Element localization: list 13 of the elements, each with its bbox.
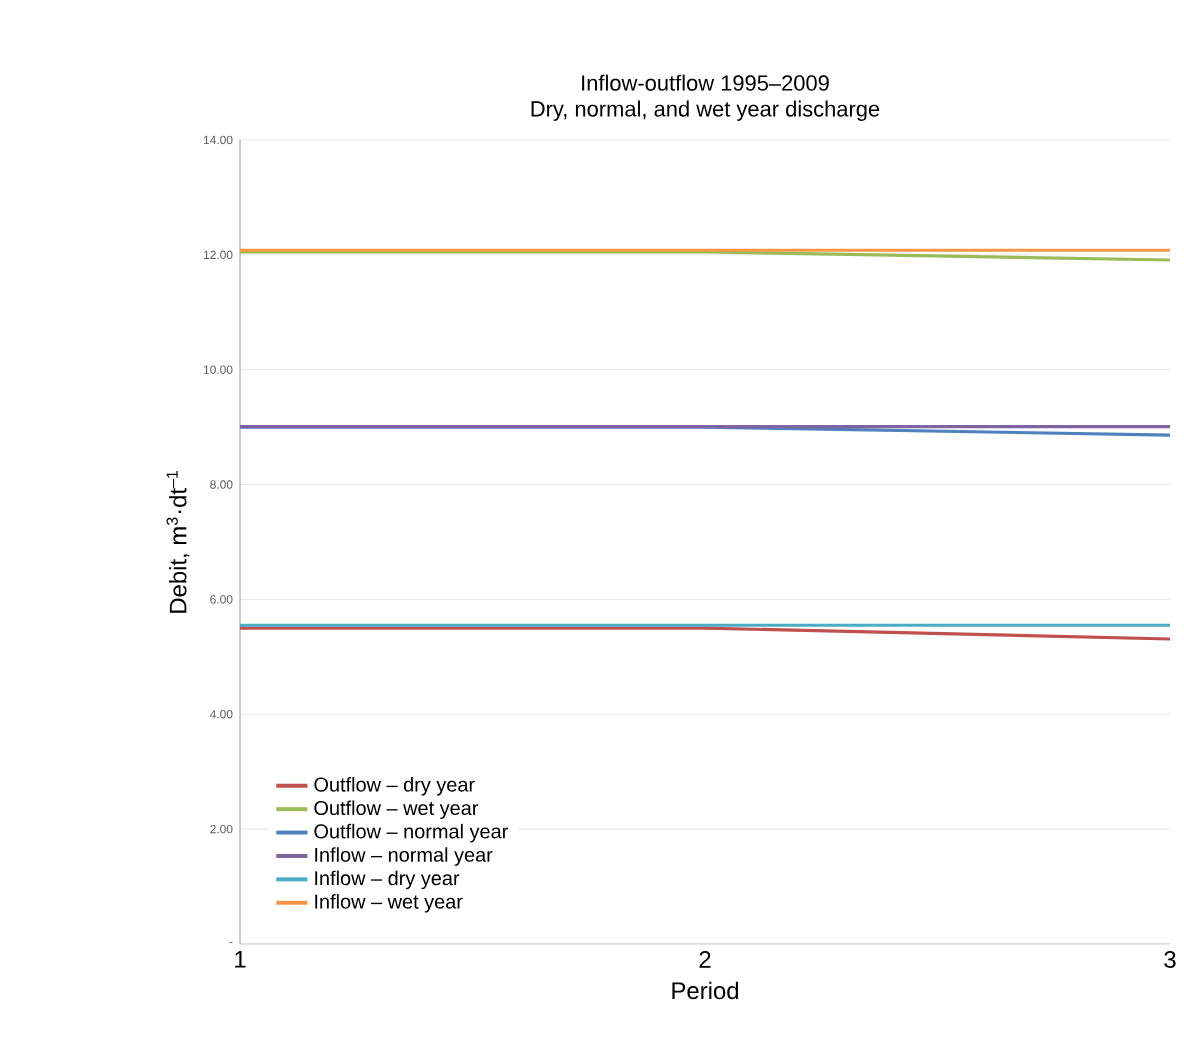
legend-label: Inflow – wet year (315, 894, 463, 913)
x-tick-label: 1 (235, 951, 246, 968)
legend-label: Outflow – normal year (314, 823, 508, 843)
y-axis-title: Debit, m$^{3}$·dt$^{–1}$ (166, 470, 190, 613)
legend-label: Outflow – wet year (314, 800, 479, 819)
legend-label: Inflow – dry year (315, 870, 460, 890)
legend-label: Outflow – dry year (314, 777, 475, 796)
chart-subtitle: Dry, normal, and wet year discharge (531, 100, 880, 121)
x-axis-title: Period (672, 981, 739, 1000)
x-tick-label: 2 (699, 951, 711, 968)
chart-title: Inflow-outflow 1995–2009 (582, 74, 829, 91)
x-tick-label: 3 (1164, 951, 1176, 968)
legend-label: Inflow – normal year (315, 847, 493, 866)
